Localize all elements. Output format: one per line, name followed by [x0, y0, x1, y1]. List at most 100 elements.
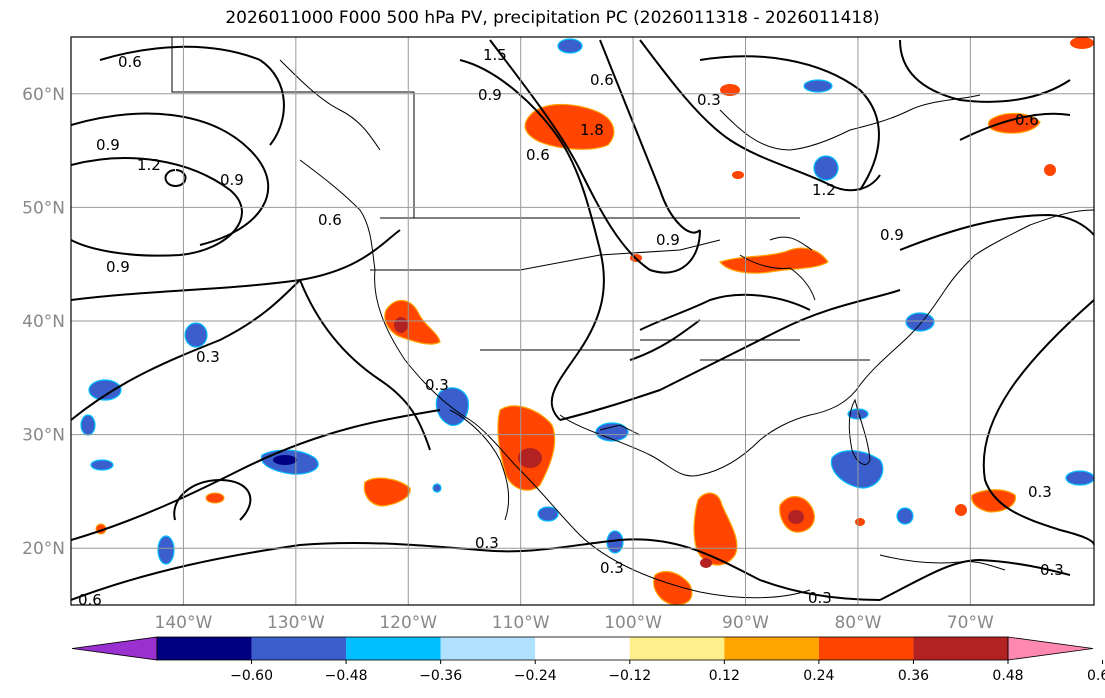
- colorbar-extend-low: [71, 636, 158, 661]
- coastlines-borders: [171, 37, 1094, 599]
- precip-area: [363, 477, 411, 507]
- precip-area: [720, 84, 740, 96]
- precip-area: [205, 492, 225, 504]
- pv-contours: [71, 39, 1094, 601]
- precip-area: [700, 558, 712, 568]
- longitude-label: 100°W: [604, 613, 662, 633]
- precip-area: [497, 405, 556, 491]
- precip-area: [394, 317, 408, 333]
- colorbar-segment: [913, 637, 1008, 660]
- contour-label: 0.6: [318, 211, 342, 229]
- contour-label: 0.9: [96, 136, 120, 154]
- colorbar: [71, 636, 1094, 661]
- precip-area: [653, 571, 693, 605]
- longitude-label: 90°W: [722, 613, 769, 633]
- colorbar-segment: [251, 637, 347, 660]
- contour-label: 0.6: [1015, 111, 1039, 129]
- longitude-label: 80°W: [834, 613, 881, 633]
- contour-label: 0.9: [106, 258, 130, 276]
- contour-label: 1.8: [580, 121, 604, 139]
- latitude-labels: 60°N 50°N 40°N 30°N 20°N: [22, 85, 65, 559]
- contour-label: 0.3: [1040, 561, 1064, 579]
- precip-area: [273, 455, 297, 465]
- colorbar-segment: [724, 637, 819, 660]
- contour-label: 1.5: [483, 46, 507, 64]
- precip-area: [905, 312, 935, 332]
- contour-label: 1.2: [137, 156, 161, 174]
- longitude-label: 130°W: [267, 613, 325, 633]
- precip-area: [518, 448, 542, 468]
- contour-label: 0.9: [880, 226, 904, 244]
- latitude-label: 50°N: [22, 198, 65, 218]
- contour-label: 0.6: [118, 53, 142, 71]
- contour-label: 0.6: [590, 71, 614, 89]
- contour-label: 0.3: [1028, 483, 1052, 501]
- precip-area: [719, 247, 829, 274]
- contour-label: 0.6: [526, 146, 550, 164]
- contour-label: 0.9: [478, 86, 502, 104]
- precip-area: [803, 79, 833, 93]
- colorbar-outline: [156, 636, 1009, 661]
- colorbar-tick-label: 0.24: [803, 668, 834, 684]
- contour-label: 0.3: [475, 534, 499, 552]
- colorbar-segment: [346, 637, 441, 660]
- precip-area: [557, 38, 583, 54]
- colorbar-segment: [535, 637, 630, 660]
- precip-area: [788, 510, 804, 524]
- precip-area: [732, 171, 744, 179]
- contour-label: 0.3: [600, 559, 624, 577]
- colorbar-tick-label: −0.60: [230, 668, 273, 684]
- colorbar-tick-label: 0.60: [1087, 668, 1105, 684]
- precip-area: [595, 422, 629, 442]
- colorbar-tick-label: −0.36: [419, 668, 462, 684]
- graticule: [71, 37, 1094, 605]
- latitude-label: 60°N: [22, 85, 65, 105]
- longitude-label: 140°W: [155, 613, 213, 633]
- longitude-label: 70°W: [947, 613, 994, 633]
- precip-area: [855, 518, 865, 526]
- plot-title: 2026011000 F000 500 hPa PV, precipitatio…: [225, 8, 880, 28]
- colorbar-tick-label: 0.12: [709, 668, 740, 684]
- precip-area: [184, 322, 208, 348]
- precip-area: [813, 155, 839, 181]
- contour-label: 0.9: [220, 171, 244, 189]
- longitude-labels: 140°W 130°W 120°W 110°W 100°W 90°W 80°W 70°W: [155, 613, 994, 633]
- longitude-label: 120°W: [379, 613, 437, 633]
- contour-label: 0.6: [78, 591, 102, 609]
- contour-label: 0.3: [425, 376, 449, 394]
- precip-area: [157, 535, 175, 565]
- map-frame: [70, 36, 1095, 606]
- contour-label: 0.3: [697, 91, 721, 109]
- precip-area: [432, 483, 442, 493]
- colorbar-segment: [818, 637, 914, 660]
- precip-area: [90, 459, 114, 471]
- contour-label: 0.9: [656, 231, 680, 249]
- colorbar-extend-high: [1007, 636, 1094, 661]
- precip-area: [896, 507, 914, 525]
- precip-area: [537, 506, 559, 522]
- latitude-label: 20°N: [22, 539, 65, 559]
- colorbar-tick-label: −0.12: [608, 668, 651, 684]
- colorbar-tick-label: 0.36: [898, 668, 929, 684]
- colorbar-segment: [157, 637, 252, 660]
- precip-area: [88, 379, 122, 401]
- precip-area: [693, 492, 738, 566]
- colorbar-segment: [629, 637, 725, 660]
- precip-area: [80, 414, 96, 436]
- precip-area: [1070, 37, 1094, 49]
- latitude-label: 30°N: [22, 426, 65, 446]
- contour-labels: 0.6 1.5 0.9 0.6 0.3 0.6 1.8 0.9 1.2 0.9 …: [78, 46, 1064, 609]
- contour-label: 1.2: [812, 181, 836, 199]
- contour-label: 0.3: [808, 589, 832, 607]
- colorbar-segment: [440, 637, 536, 660]
- longitude-label: 110°W: [492, 613, 550, 633]
- colorbar-tick-label: 0.48: [992, 668, 1023, 684]
- precip-area: [1065, 470, 1094, 486]
- precip-area: [1044, 164, 1056, 176]
- colorbar-tick-label: −0.48: [325, 668, 368, 684]
- contour-label: 0.3: [196, 348, 220, 366]
- colorbar-tick-label: −0.24: [514, 668, 557, 684]
- colorbar-tick-labels: −0.60 −0.48 −0.36 −0.24 −0.12 0.12 0.24 0.36 0.4…: [230, 660, 1105, 684]
- latitude-label: 40°N: [22, 312, 65, 332]
